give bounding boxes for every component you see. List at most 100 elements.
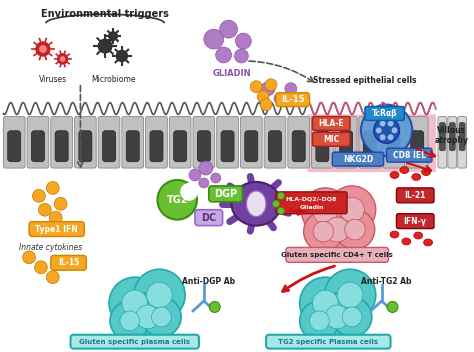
Circle shape	[285, 83, 297, 95]
FancyBboxPatch shape	[458, 117, 466, 168]
FancyBboxPatch shape	[29, 222, 84, 237]
FancyBboxPatch shape	[312, 132, 350, 146]
FancyBboxPatch shape	[173, 131, 187, 162]
Circle shape	[180, 183, 198, 201]
Circle shape	[387, 302, 398, 313]
Circle shape	[300, 277, 351, 329]
FancyBboxPatch shape	[98, 117, 120, 168]
FancyBboxPatch shape	[308, 114, 436, 172]
Circle shape	[60, 56, 65, 62]
FancyBboxPatch shape	[311, 117, 333, 168]
Circle shape	[304, 212, 343, 251]
Circle shape	[312, 290, 338, 316]
Circle shape	[388, 134, 393, 140]
Text: Type1 IFN: Type1 IFN	[36, 225, 78, 234]
Circle shape	[134, 269, 185, 321]
FancyBboxPatch shape	[449, 122, 455, 151]
Circle shape	[313, 221, 334, 242]
Circle shape	[380, 134, 386, 140]
Circle shape	[273, 200, 280, 207]
FancyBboxPatch shape	[102, 131, 116, 162]
FancyBboxPatch shape	[31, 131, 45, 162]
FancyBboxPatch shape	[335, 117, 357, 168]
Circle shape	[376, 127, 382, 133]
FancyBboxPatch shape	[286, 247, 389, 262]
FancyBboxPatch shape	[438, 117, 447, 168]
Circle shape	[124, 293, 171, 341]
Text: DGP: DGP	[214, 189, 237, 199]
Text: GLIADIN: GLIADIN	[212, 69, 251, 78]
FancyBboxPatch shape	[288, 117, 310, 168]
FancyBboxPatch shape	[359, 117, 381, 168]
Circle shape	[274, 93, 286, 105]
Text: TcRαβ: TcRαβ	[372, 109, 397, 118]
Text: IFN-γ: IFN-γ	[404, 216, 427, 226]
Circle shape	[216, 47, 231, 63]
FancyBboxPatch shape	[439, 122, 446, 151]
Circle shape	[345, 219, 365, 240]
FancyBboxPatch shape	[410, 131, 424, 162]
FancyBboxPatch shape	[8, 131, 21, 162]
Circle shape	[374, 118, 400, 143]
Circle shape	[335, 210, 375, 250]
FancyBboxPatch shape	[396, 214, 434, 228]
Circle shape	[236, 33, 251, 49]
FancyBboxPatch shape	[74, 117, 96, 168]
Circle shape	[313, 206, 361, 253]
FancyBboxPatch shape	[448, 117, 457, 168]
Circle shape	[122, 290, 147, 316]
Circle shape	[219, 20, 237, 38]
Circle shape	[260, 99, 272, 111]
FancyBboxPatch shape	[217, 117, 238, 168]
FancyBboxPatch shape	[316, 131, 329, 162]
FancyBboxPatch shape	[276, 192, 347, 214]
Ellipse shape	[400, 166, 409, 174]
FancyBboxPatch shape	[27, 117, 49, 168]
Ellipse shape	[231, 182, 281, 226]
FancyBboxPatch shape	[459, 122, 465, 151]
Circle shape	[392, 127, 398, 133]
Circle shape	[204, 29, 224, 49]
Circle shape	[110, 301, 149, 341]
Circle shape	[54, 197, 67, 210]
Circle shape	[136, 305, 159, 329]
FancyBboxPatch shape	[55, 131, 68, 162]
Ellipse shape	[390, 231, 399, 238]
Circle shape	[120, 311, 140, 331]
Ellipse shape	[414, 232, 423, 239]
FancyBboxPatch shape	[197, 131, 210, 162]
Text: Stressed epithelial cells: Stressed epithelial cells	[313, 76, 417, 85]
FancyBboxPatch shape	[51, 117, 73, 168]
Circle shape	[23, 251, 36, 264]
FancyBboxPatch shape	[312, 117, 350, 130]
FancyBboxPatch shape	[245, 131, 258, 162]
Circle shape	[261, 82, 275, 96]
Circle shape	[109, 277, 160, 329]
FancyBboxPatch shape	[292, 131, 305, 162]
Circle shape	[146, 282, 172, 308]
FancyBboxPatch shape	[332, 152, 383, 166]
Text: CD8 IEL: CD8 IEL	[393, 151, 426, 160]
FancyBboxPatch shape	[71, 335, 199, 348]
Circle shape	[342, 307, 362, 327]
Ellipse shape	[424, 239, 432, 246]
Text: Anti-TG2 Ab: Anti-TG2 Ab	[361, 277, 412, 286]
Circle shape	[235, 49, 248, 63]
Text: IL-15: IL-15	[58, 258, 79, 267]
Circle shape	[46, 271, 59, 284]
Circle shape	[313, 199, 337, 224]
Text: Gluten specific CD4+ T cells: Gluten specific CD4+ T cells	[281, 252, 393, 258]
Circle shape	[33, 189, 46, 202]
Text: Anti-DGP Ab: Anti-DGP Ab	[182, 277, 236, 286]
FancyBboxPatch shape	[266, 335, 391, 348]
Ellipse shape	[412, 174, 420, 181]
Circle shape	[380, 120, 386, 126]
FancyBboxPatch shape	[51, 255, 86, 270]
Circle shape	[116, 50, 128, 62]
Circle shape	[38, 203, 51, 216]
FancyBboxPatch shape	[150, 131, 163, 162]
Text: Microbiome: Microbiome	[92, 75, 136, 84]
Text: MIC: MIC	[323, 135, 339, 144]
Circle shape	[324, 269, 376, 321]
Circle shape	[199, 178, 209, 188]
